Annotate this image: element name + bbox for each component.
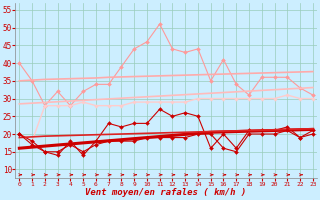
X-axis label: Vent moyen/en rafales ( km/h ): Vent moyen/en rafales ( km/h ) <box>85 188 247 197</box>
